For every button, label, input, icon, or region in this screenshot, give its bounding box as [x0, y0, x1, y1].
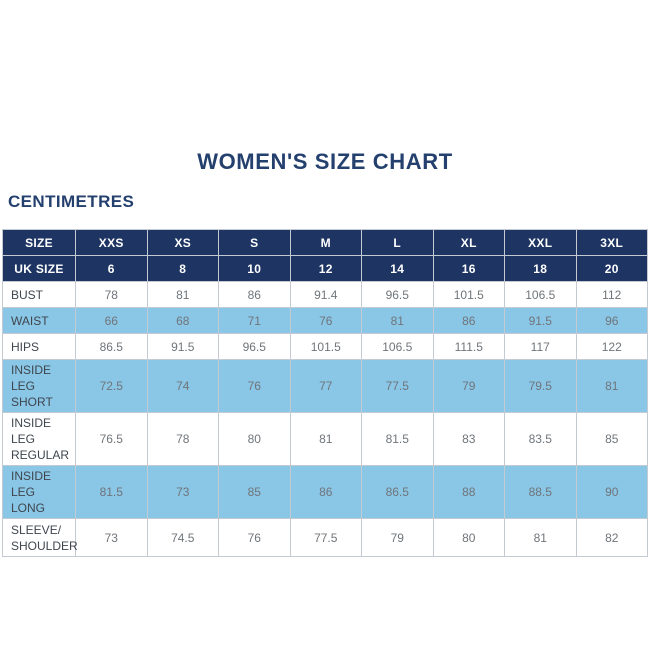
table-cell: 68 — [146, 307, 219, 334]
table-cell: 79.5 — [504, 359, 577, 413]
table-cell: 91.4 — [289, 281, 362, 308]
unit-heading: CENTIMETRES — [8, 192, 135, 211]
column-header: XL — [432, 229, 505, 256]
column-header: S — [218, 229, 291, 256]
table-cell: 85 — [575, 412, 648, 466]
table-cell: 86 — [432, 307, 505, 334]
table-cell: 81.5 — [361, 412, 434, 466]
table-cell: 117 — [504, 333, 577, 360]
table-cell: 80 — [432, 518, 505, 557]
uk-size-cell: 12 — [289, 255, 362, 282]
size-header-label: SIZE — [2, 229, 76, 256]
row-label: INSIDE LEG REGULAR — [2, 412, 76, 466]
table-cell: 91.5 — [504, 307, 577, 334]
table-cell: 112 — [575, 281, 648, 308]
table-cell: 96.5 — [361, 281, 434, 308]
uk-size-cell: 18 — [504, 255, 577, 282]
table-cell: 86.5 — [361, 465, 434, 519]
table-cell: 82 — [575, 518, 648, 557]
table-cell: 74 — [146, 359, 219, 413]
column-header: M — [289, 229, 362, 256]
table-cell: 74.5 — [146, 518, 219, 557]
uk-size-cell: 14 — [361, 255, 434, 282]
table-row: INSIDE LEG REGULAR 76.5 78 80 81 81.5 83 83.5 85 — [2, 412, 648, 466]
uk-size-cell: 6 — [75, 255, 148, 282]
table-cell: 66 — [75, 307, 148, 334]
page-title: WOMEN'S SIZE CHART — [197, 149, 453, 174]
table-cell: 81.5 — [75, 465, 148, 519]
size-chart-table: SIZE XXS XS S M L XL XXL 3XL UK SIZE 6 8 10 12 14 16 18… — [2, 229, 648, 557]
table-cell: 96 — [575, 307, 648, 334]
table-cell: 83.5 — [504, 412, 577, 466]
column-header: 3XL — [575, 229, 648, 256]
table-cell: 86.5 — [75, 333, 148, 360]
table-cell: 81 — [504, 518, 577, 557]
table-cell: 86 — [289, 465, 362, 519]
table-cell: 80 — [218, 412, 291, 466]
row-label: INSIDE LEG LONG — [2, 465, 76, 519]
size-header-row: SIZE XXS XS S M L XL XXL 3XL — [2, 229, 648, 256]
table-cell: 79 — [361, 518, 434, 557]
uk-size-cell: 10 — [218, 255, 291, 282]
uk-size-header-row: UK SIZE 6 8 10 12 14 16 18 20 — [2, 255, 648, 282]
table-cell: 72.5 — [75, 359, 148, 413]
table-cell: 90 — [575, 465, 648, 519]
uk-size-header-label: UK SIZE — [2, 255, 76, 282]
table-cell: 91.5 — [146, 333, 219, 360]
table-cell: 76.5 — [75, 412, 148, 466]
table-row: SLEEVE/SHOULDER 73 74.5 76 77.5 79 80 81 82 — [2, 518, 648, 557]
table-cell: 79 — [432, 359, 505, 413]
table-row: BUST 78 81 86 91.4 96.5 101.5 106.5 112 — [2, 281, 648, 308]
uk-size-cell: 8 — [146, 255, 219, 282]
size-table-body: BUST 78 81 86 91.4 96.5 101.5 106.5 112 WAIST 6… — [2, 281, 648, 557]
table-cell: 81 — [575, 359, 648, 413]
table-cell: 76 — [218, 518, 291, 557]
table-cell: 86 — [218, 281, 291, 308]
column-header: XS — [146, 229, 219, 256]
size-chart-head: SIZE XXS XS S M L XL XXL 3XL UK SIZE 6 8 10 12 14 16 18… — [2, 229, 648, 282]
table-cell: 83 — [432, 412, 505, 466]
table-cell: 106.5 — [504, 281, 577, 308]
column-header: XXL — [504, 229, 577, 256]
table-cell: 78 — [75, 281, 148, 308]
table-cell: 85 — [218, 465, 291, 519]
table-cell: 88.5 — [504, 465, 577, 519]
uk-size-cell: 16 — [432, 255, 505, 282]
table-cell: 73 — [146, 465, 219, 519]
table-row: INSIDE LEG LONG 81.5 73 85 86 86.5 88 88.5 90 — [2, 465, 648, 519]
table-cell: 122 — [575, 333, 648, 360]
row-label: BUST — [2, 281, 76, 308]
table-cell: 96.5 — [218, 333, 291, 360]
table-cell: 73 — [75, 518, 148, 557]
table-row: INSIDE LEG SHORT 72.5 74 76 77 77.5 79 79.5 81 — [2, 359, 648, 413]
row-label: WAIST — [2, 307, 76, 334]
row-label: HIPS — [2, 333, 76, 360]
table-cell: 101.5 — [432, 281, 505, 308]
table-cell: 111.5 — [432, 333, 505, 360]
uk-size-cell: 20 — [575, 255, 648, 282]
table-cell: 78 — [146, 412, 219, 466]
column-header: L — [361, 229, 434, 256]
column-header: XXS — [75, 229, 148, 256]
row-label: INSIDE LEG SHORT — [2, 359, 76, 413]
table-cell: 81 — [361, 307, 434, 334]
table-cell: 88 — [432, 465, 505, 519]
table-cell: 81 — [289, 412, 362, 466]
table-cell: 77 — [289, 359, 362, 413]
table-cell: 76 — [218, 359, 291, 413]
table-cell: 77.5 — [361, 359, 434, 413]
table-row: WAIST 66 68 71 76 81 86 91.5 96 — [2, 307, 648, 334]
table-cell: 106.5 — [361, 333, 434, 360]
table-cell: 81 — [146, 281, 219, 308]
table-cell: 71 — [218, 307, 291, 334]
table-cell: 76 — [289, 307, 362, 334]
table-cell: 77.5 — [289, 518, 362, 557]
table-cell: 101.5 — [289, 333, 362, 360]
row-label: SLEEVE/SHOULDER — [2, 518, 78, 557]
table-row: HIPS 86.5 91.5 96.5 101.5 106.5 111.5 117 122 — [2, 333, 648, 360]
